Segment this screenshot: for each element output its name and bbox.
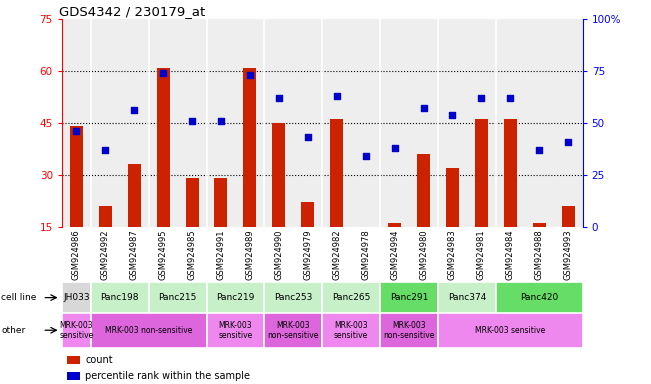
Text: GSM924988: GSM924988 [534,229,544,280]
Text: cell line: cell line [1,293,36,302]
Bar [243,68,256,227]
Bar [157,68,170,227]
Text: GSM924985: GSM924985 [187,229,197,280]
Bar [380,313,438,348]
Bar [62,282,90,313]
Bar [417,154,430,227]
Text: Panc420: Panc420 [520,293,559,302]
Bar [330,119,343,227]
Text: other: other [1,326,25,335]
Text: GSM924982: GSM924982 [332,229,341,280]
Text: Panc374: Panc374 [448,293,486,302]
Text: GSM924981: GSM924981 [477,229,486,280]
Point [303,134,313,141]
Bar [388,223,401,227]
Point [100,147,111,153]
Bar [62,313,90,348]
Point [563,139,574,145]
Bar [70,126,83,227]
Point [389,145,400,151]
Point [71,128,81,134]
Point [187,118,197,124]
Bar [264,313,322,348]
Text: Panc291: Panc291 [390,293,428,302]
Bar [438,282,496,313]
Text: GSM924986: GSM924986 [72,229,81,280]
Bar [301,202,314,227]
Text: MRK-003
non-sensitive: MRK-003 non-sensitive [268,321,319,340]
Text: MRK-003
sensitive: MRK-003 sensitive [218,321,253,340]
Bar [67,372,80,380]
Text: MRK-003
non-sensitive: MRK-003 non-sensitive [383,321,435,340]
Bar [322,282,380,313]
Bar [148,282,206,313]
Bar [67,356,80,364]
Text: Panc219: Panc219 [216,293,255,302]
Point [476,95,486,101]
Point [129,108,139,114]
Bar [264,282,322,313]
Text: GSM924979: GSM924979 [303,229,312,280]
Text: GSM924994: GSM924994 [390,229,399,280]
Point [215,118,226,124]
Point [505,95,516,101]
Text: MRK-003 non-sensitive: MRK-003 non-sensitive [105,326,192,335]
Text: GSM924978: GSM924978 [361,229,370,280]
Bar [533,223,546,227]
Point [158,70,169,76]
Text: GSM924995: GSM924995 [159,229,167,280]
Text: Panc253: Panc253 [274,293,312,302]
Bar [504,119,517,227]
Text: GSM924992: GSM924992 [101,229,110,280]
Bar [90,282,148,313]
Bar [380,282,438,313]
Text: count: count [85,355,113,365]
Bar [186,178,199,227]
Text: GSM924983: GSM924983 [448,229,457,280]
Bar [438,313,583,348]
Bar [90,313,206,348]
Point [245,72,255,78]
Bar [272,123,285,227]
Bar [206,313,264,348]
Text: percentile rank within the sample: percentile rank within the sample [85,371,250,381]
Text: GSM924984: GSM924984 [506,229,515,280]
Bar [496,282,583,313]
Bar [446,168,459,227]
Point [361,153,371,159]
Bar [206,282,264,313]
Point [273,95,284,101]
Text: GDS4342 / 230179_at: GDS4342 / 230179_at [59,5,206,18]
Bar [322,313,380,348]
Text: JH033: JH033 [63,293,90,302]
Text: GSM924987: GSM924987 [130,229,139,280]
Text: MRK-003
sensitive: MRK-003 sensitive [59,321,94,340]
Bar [214,178,227,227]
Point [534,147,544,153]
Text: GSM924991: GSM924991 [217,229,225,280]
Point [419,105,429,111]
Text: GSM924989: GSM924989 [245,229,255,280]
Bar [128,164,141,227]
Text: GSM924993: GSM924993 [564,229,573,280]
Text: Panc265: Panc265 [332,293,370,302]
Text: MRK-003 sensitive: MRK-003 sensitive [475,326,546,335]
Point [331,93,342,99]
Text: Panc215: Panc215 [158,293,197,302]
Bar [562,206,575,227]
Text: GSM924980: GSM924980 [419,229,428,280]
Bar [475,119,488,227]
Text: GSM924990: GSM924990 [274,229,283,280]
Bar [99,206,112,227]
Text: MRK-003
sensitive: MRK-003 sensitive [334,321,368,340]
Text: Panc198: Panc198 [100,293,139,302]
Point [447,111,458,118]
